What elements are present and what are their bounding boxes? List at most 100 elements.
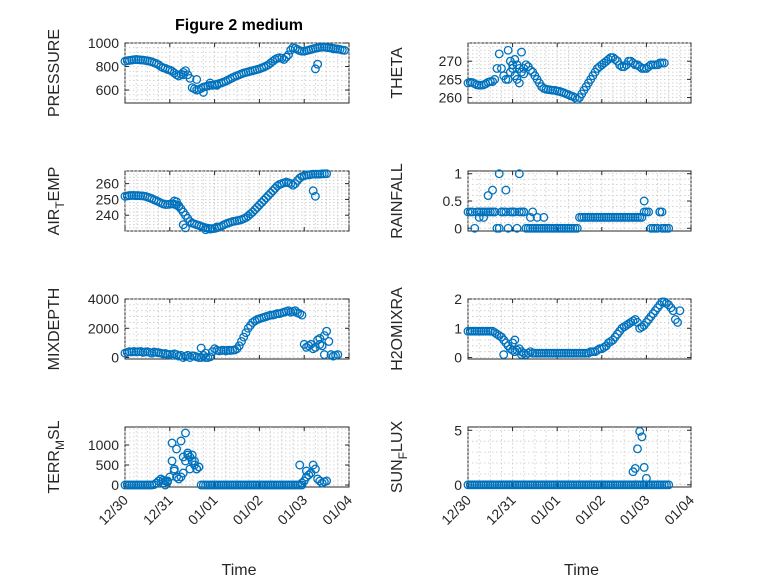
data-point <box>176 436 186 446</box>
data-point <box>154 60 164 70</box>
data-point <box>572 223 582 233</box>
data-point <box>470 223 480 233</box>
data-point <box>172 472 181 482</box>
data-point <box>192 464 202 474</box>
data-point <box>340 45 349 55</box>
data-point <box>288 180 298 190</box>
x-tick-label: 01/03 <box>274 492 310 528</box>
data-point <box>519 69 529 79</box>
x-tick-label: 01/01 <box>527 492 563 528</box>
data-point <box>281 52 291 62</box>
data-point <box>212 80 222 90</box>
data-point <box>621 320 631 330</box>
data-point <box>517 347 526 357</box>
data-point <box>604 338 613 348</box>
y-tick-label: 800 <box>96 59 120 75</box>
data-point <box>619 62 629 72</box>
data-points <box>120 169 332 235</box>
data-point <box>284 306 293 316</box>
data-point <box>659 58 669 68</box>
data-point <box>492 329 502 339</box>
data-point <box>539 212 549 222</box>
x-tick-label: 12/31 <box>483 492 519 528</box>
data-point <box>617 323 627 333</box>
y-axis-label-main: SUN <box>389 459 406 493</box>
data-point <box>167 350 177 360</box>
data-point <box>310 64 320 74</box>
x-tick-label: 01/03 <box>616 492 652 528</box>
data-point <box>268 56 278 66</box>
x-tick-label: 01/01 <box>185 492 221 528</box>
data-point <box>315 334 325 343</box>
data-point <box>633 444 642 454</box>
data-point <box>525 347 535 357</box>
data-point <box>519 207 529 217</box>
data-point <box>523 348 533 358</box>
y-tick-label: 2000 <box>88 320 119 336</box>
data-point <box>659 297 669 307</box>
data-point <box>483 191 493 200</box>
data-point <box>512 223 522 233</box>
data-point <box>514 169 524 179</box>
data-point <box>248 317 258 327</box>
data-points <box>120 306 343 362</box>
data-point <box>604 54 613 64</box>
data-point <box>192 75 202 84</box>
data-point <box>675 306 685 316</box>
data-point <box>163 476 173 486</box>
data-point <box>474 212 484 222</box>
data-point <box>301 466 311 476</box>
data-point <box>308 344 318 354</box>
data-point <box>268 186 278 196</box>
data-point <box>237 336 246 346</box>
y-tick-label: 1000 <box>88 35 119 51</box>
data-point <box>664 223 674 233</box>
y-axis-label-suffix: EMP <box>46 167 63 202</box>
y-axis-label: AIRTEMP <box>46 167 67 236</box>
data-point <box>290 306 300 316</box>
data-point <box>637 432 647 442</box>
data-point <box>637 212 647 222</box>
y-axis-label-main: THETA <box>389 47 406 99</box>
data-point <box>167 438 177 448</box>
data-point <box>494 169 504 179</box>
x-axis-label: Time <box>222 562 257 579</box>
data-point <box>322 326 332 336</box>
data-point <box>257 198 267 208</box>
y-axis-label-suffix: SL <box>46 420 63 440</box>
data-point <box>178 70 188 80</box>
y-tick-label: 4000 <box>88 291 119 307</box>
data-point <box>319 350 329 360</box>
data-point <box>488 185 497 195</box>
data-point <box>172 444 181 454</box>
data-point <box>525 212 535 222</box>
y-tick-label: 1000 <box>88 437 119 453</box>
y-tick-label: 1 <box>454 320 462 336</box>
y-axis-label-main: AIR <box>46 209 63 236</box>
data-point <box>624 319 634 329</box>
y-tick-label: 0.5 <box>443 193 463 209</box>
y-tick-label: 260 <box>96 176 120 192</box>
data-point <box>194 462 204 472</box>
data-point <box>183 350 193 360</box>
data-point <box>196 343 206 353</box>
data-point <box>628 316 638 326</box>
subplot-h2omixra: 0 1 2 H2OMIXRA <box>389 287 692 371</box>
data-point <box>212 222 222 232</box>
data-point <box>494 223 504 233</box>
figure-title: Figure 2 medium <box>175 17 303 34</box>
data-point <box>310 464 320 474</box>
data-point <box>315 339 325 349</box>
data-point <box>297 478 307 488</box>
data-point <box>639 462 649 472</box>
data-point <box>635 426 645 436</box>
data-point <box>308 186 318 196</box>
y-axis-label: RAINFALL <box>389 163 406 239</box>
subplot-rainfall: 0 0.5 1 RAINFALL <box>389 163 692 239</box>
data-point <box>508 207 518 217</box>
data-point <box>178 468 188 478</box>
data-point <box>532 212 542 222</box>
y-tick-label: 2 <box>454 291 462 307</box>
data-point <box>198 87 208 97</box>
y-tick-label: 260 <box>439 90 463 106</box>
